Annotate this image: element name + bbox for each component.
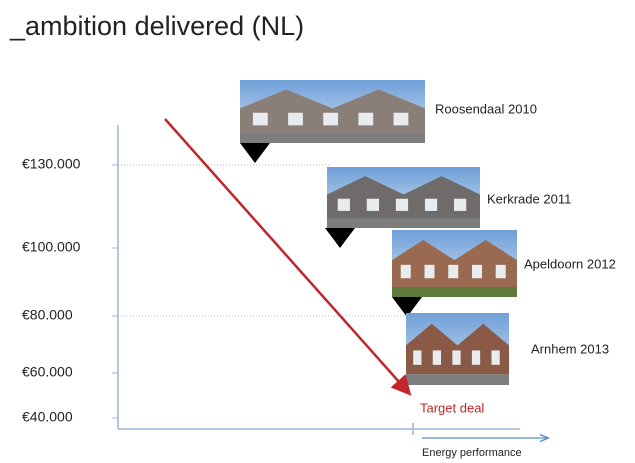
photo-window — [495, 264, 506, 279]
pointer-triangle — [325, 228, 355, 248]
photo-window — [252, 112, 268, 126]
photo-ground — [392, 286, 517, 297]
y-axis-label: €80.000 — [22, 307, 73, 323]
photo-window — [472, 264, 482, 279]
y-axis-label: €60.000 — [22, 364, 73, 380]
project-label: Apeldoorn 2012 — [524, 256, 616, 271]
photo-window — [424, 264, 435, 279]
y-axis-label: €130.000 — [22, 156, 81, 172]
photo-window — [366, 198, 380, 211]
photo-window — [471, 350, 481, 365]
photo-window — [400, 264, 411, 279]
photo-window — [288, 112, 303, 126]
project-label: Roosendaal 2010 — [435, 101, 537, 116]
project-photo — [325, 167, 480, 248]
photo-window — [395, 198, 409, 211]
photo-window — [452, 350, 461, 365]
photo-window — [393, 112, 409, 126]
photo-window — [491, 350, 500, 365]
pointer-triangle — [392, 297, 422, 317]
photo-ground — [240, 133, 425, 143]
photo-ground — [406, 374, 509, 385]
photo-window — [432, 350, 442, 365]
photo-house — [240, 89, 425, 134]
trend-arrow — [164, 118, 412, 396]
project-photos: Roosendaal 2010 Kerkrade 2011 Apeldoorn 20… — [240, 80, 616, 385]
photo-house — [327, 176, 480, 219]
photo-window — [337, 198, 350, 211]
photo-window — [448, 264, 459, 279]
photo-house — [406, 323, 509, 375]
photo-window — [424, 198, 438, 211]
y-axis-label: €100.000 — [22, 239, 81, 255]
pointer-triangle — [240, 143, 270, 163]
y-axis-label: €40.000 — [22, 409, 73, 425]
project-photo — [392, 230, 517, 317]
project-photo — [406, 313, 509, 385]
target-label: Target deal — [420, 400, 484, 415]
project-label: Arnhem 2013 — [531, 341, 609, 356]
project-label: Kerkrade 2011 — [487, 191, 571, 206]
photo-ground — [327, 218, 480, 228]
photo-window — [413, 350, 422, 365]
slide-title: _ambition delivered (NL) — [9, 11, 304, 41]
x-axis-label: Energy performance — [422, 447, 522, 459]
photo-window — [358, 112, 374, 126]
y-axis-labels: €130.000 €100.000 €80.000 €60.000 €40.000 — [22, 156, 410, 425]
photo-window — [453, 198, 467, 211]
project-photo — [240, 80, 425, 163]
photo-window — [323, 112, 339, 126]
photo-house — [392, 240, 517, 287]
